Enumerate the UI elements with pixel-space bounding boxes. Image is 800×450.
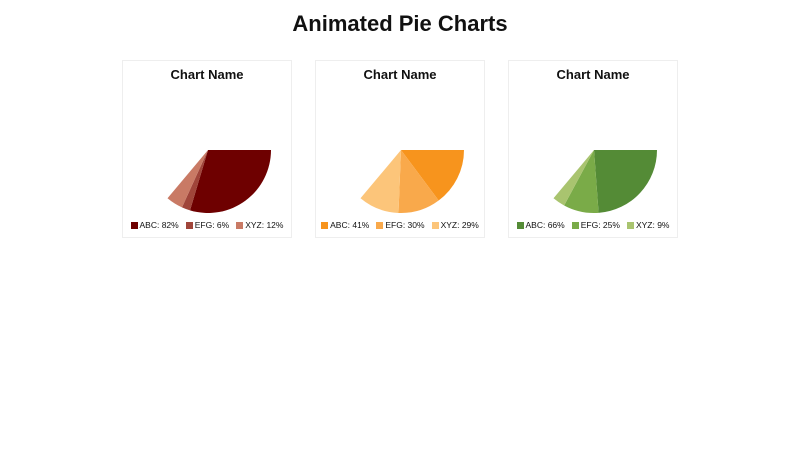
pie-slice-abc [594,150,657,213]
legend-item-efg: EFG: 30% [376,220,425,230]
chart-legend: ABC: 41% EFG: 30% XYZ: 29% [316,220,484,230]
pie-slice-abc [190,150,271,214]
chart-legend: ABC: 82% EFG: 6% XYZ: 12% [123,220,291,230]
legend-item-abc: ABC: 66% [516,220,565,230]
legend-swatch [236,221,244,229]
chart-title: Chart Name [556,67,630,82]
chart-card-2: Chart Name ABC: 41% EFG: 30% XYZ: 29% [315,60,485,238]
legend-item-xyz: XYZ: 9% [626,220,670,230]
pie-slice-xyz [360,150,401,213]
legend-swatch [130,221,138,229]
pie-slice-xyz [553,150,594,206]
pie-slice-efg [181,150,208,211]
chart-title: Chart Name [363,67,437,82]
pie-slice-efg [398,150,439,213]
legend-label: XYZ: 29% [440,220,479,230]
legend-label: ABC: 41% [330,220,370,230]
legend-swatch [376,221,384,229]
chart-card-1: Chart Name ABC: 82% EFG: 6% XYZ: 12% [122,60,292,238]
pie-chart [553,150,657,213]
legend-swatch [321,221,329,229]
chart-card-3: Chart Name ABC: 66% EFG: 25% XYZ: 9% [508,60,678,238]
legend-label: EFG: 25% [580,220,620,230]
legend-label: EFG: 6% [194,220,230,230]
legend-label: ABC: 66% [525,220,565,230]
legend-label: ABC: 82% [139,220,179,230]
legend-swatch [626,221,634,229]
legend-swatch [185,221,193,229]
legend-item-abc: ABC: 82% [130,220,179,230]
legend-item-xyz: XYZ: 29% [431,220,479,230]
charts-container: Chart Name ABC: 82% EFG: 6% XYZ: 12% Cha… [122,60,678,238]
legend-item-efg: EFG: 25% [571,220,620,230]
legend-label: EFG: 30% [385,220,425,230]
pie-chart [167,150,271,214]
legend-swatch [571,221,579,229]
legend-item-abc: ABC: 41% [321,220,369,230]
pie-slice-abc [401,150,464,201]
page-title: Animated Pie Charts [292,11,508,36]
pie-chart [360,150,464,213]
legend-label: XYZ: 9% [635,220,670,230]
chart-title: Chart Name [170,67,244,82]
legend-item-efg: EFG: 6% [185,220,230,230]
legend-swatch [516,221,524,229]
chart-legend: ABC: 66% EFG: 25% XYZ: 9% [509,220,677,230]
pie-slice-efg [564,150,599,213]
pie-slice-xyz [167,150,208,208]
legend-label: XYZ: 12% [245,220,284,230]
legend-swatch [431,221,439,229]
legend-item-xyz: XYZ: 12% [236,220,283,230]
